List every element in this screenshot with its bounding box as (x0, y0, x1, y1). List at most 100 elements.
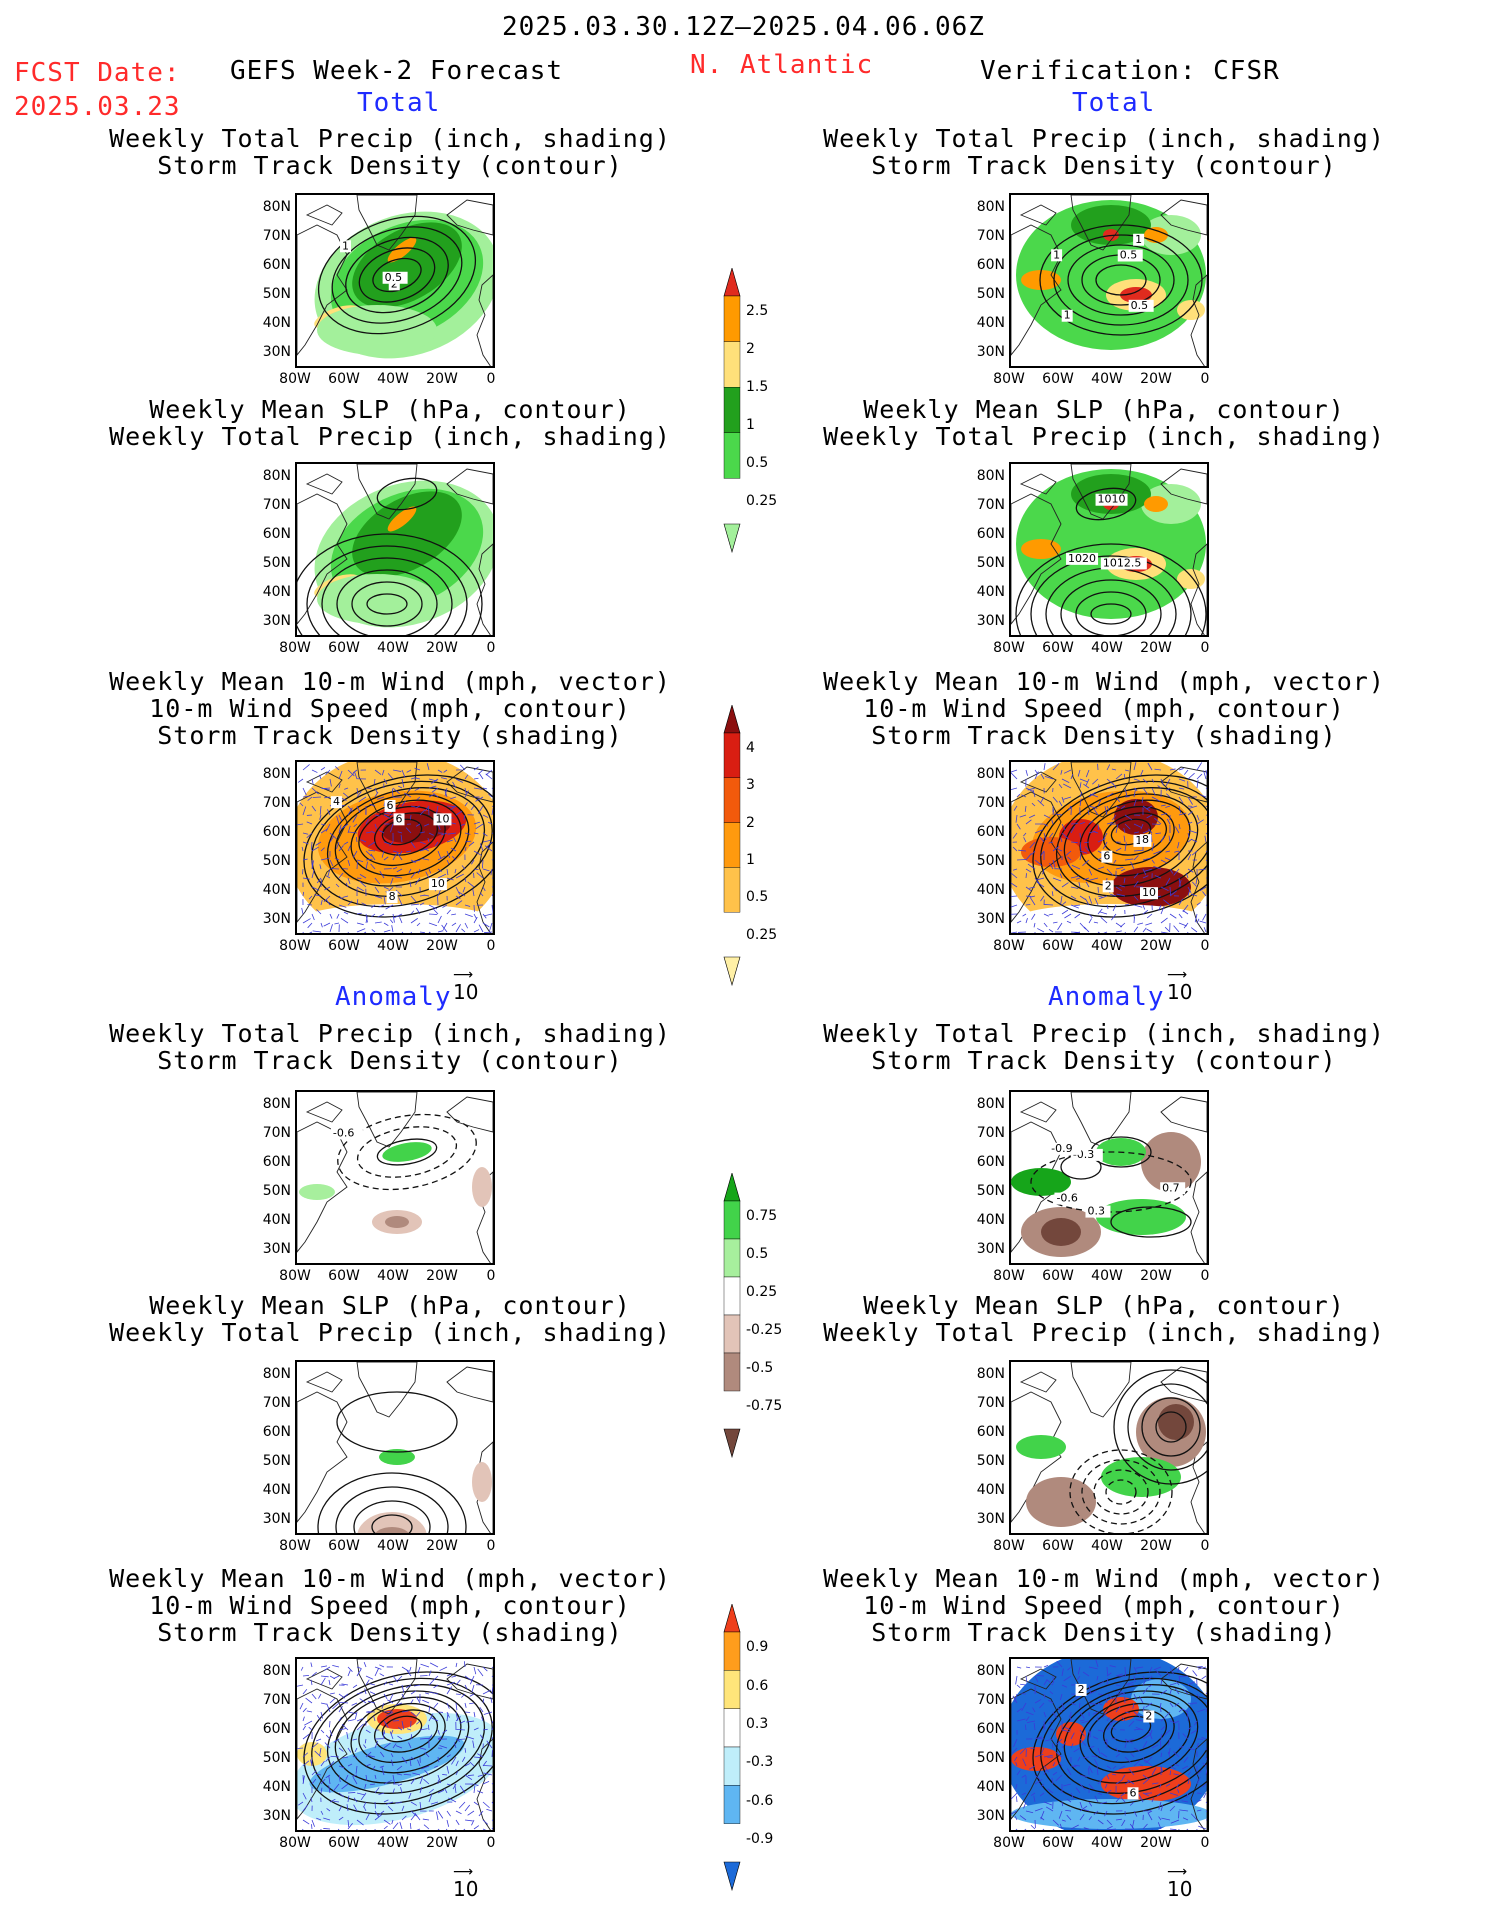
latitude-label: 50N (262, 555, 291, 571)
contour-label: 2 (1145, 1709, 1152, 1722)
longitude-label: 0 (1200, 1538, 1210, 1554)
precip-shading (317, 305, 437, 355)
latitude-label: 40N (976, 1779, 1005, 1795)
wind-speed-contour (1032, 1671, 1207, 1815)
fcst-label: FCST Date: (14, 58, 181, 88)
coastline (305, 473, 343, 495)
forecast-panel-title: Weekly Total Precip (inch, shading) Stor… (109, 124, 671, 180)
latitude-label: 60N (976, 526, 1005, 542)
coastline (356, 464, 418, 520)
wind-speed-contour (311, 1677, 493, 1805)
latitude-label: 30N (262, 1808, 291, 1824)
wind-speed-contour (311, 780, 493, 908)
longitude-label: 40W (1091, 1835, 1123, 1851)
coastline (297, 1688, 348, 1820)
precip-shading (387, 506, 417, 532)
latitude-label: 70N (976, 1692, 1005, 1708)
fcst-date: 2025.03.23 (14, 92, 181, 122)
colorbar-tick-label: 4 (746, 739, 755, 756)
precip-anomaly-shading (385, 1216, 409, 1228)
latitude-label: 60N (976, 824, 1005, 840)
contour-label: 10 (1142, 886, 1156, 899)
precip-shading (352, 491, 462, 577)
latitude-label: 50N (262, 1453, 291, 1469)
verification-map-wind-anom: 2 2 6 (1009, 1657, 1209, 1832)
precip-anomaly-shading (1011, 1168, 1071, 1196)
longitude-label: 0 (1200, 1268, 1210, 1284)
date-range-title: 2025.03.30.12Z–2025.04.06.06Z (502, 12, 985, 42)
longitude-label: 80W (279, 1538, 311, 1554)
coastline (1160, 199, 1207, 236)
coastline (1070, 195, 1132, 251)
longitude-label: 60W (328, 1538, 360, 1554)
contour-label: 8 (389, 890, 396, 903)
wind-speed-contour (334, 793, 470, 887)
coastline (297, 1391, 348, 1523)
colorbar-tick-label: -0.6 (746, 1792, 774, 1809)
latitude-label: 30N (976, 911, 1005, 927)
latitude-label: 80N (262, 199, 291, 215)
wind-speed-contour (1040, 780, 1207, 908)
latitude-label: 30N (262, 344, 291, 360)
coastline (297, 1121, 348, 1253)
wind-vectors (297, 763, 493, 933)
contour-label: 1020 (1068, 552, 1096, 565)
longitude-label: 20W (426, 1538, 458, 1554)
slp-anomaly-contour (1141, 1397, 1201, 1457)
coastline (476, 274, 493, 366)
latitude-label: 40N (976, 1212, 1005, 1228)
longitude-label: 0 (486, 1268, 496, 1284)
verification-map-slp-total: 1020 1010 1012.5 (1009, 462, 1209, 637)
longitude-label: 0 (486, 1835, 496, 1851)
slp-contour (1060, 579, 1162, 635)
latitude-label: 30N (976, 1511, 1005, 1527)
colorbar-tick-label: 1 (746, 417, 755, 434)
slp-anomaly-contour (1127, 1383, 1207, 1471)
colorbar-segment (723, 777, 741, 823)
storm-track-contour (345, 236, 449, 314)
coastline (1070, 762, 1132, 818)
contour-label: 1 (1135, 233, 1142, 246)
colorbar-segment (723, 1631, 741, 1671)
precip-anomaly-shading (357, 1512, 427, 1533)
coastline (1190, 1441, 1207, 1533)
coastline (1019, 1371, 1057, 1393)
colorbar-tick-label: -0.75 (746, 1398, 783, 1415)
contour-label: 6 (1129, 1786, 1136, 1799)
left-anomaly-label: Anomaly (335, 982, 452, 1012)
storm-track-anomaly-contour (376, 1138, 438, 1166)
colorbar-segment (723, 523, 741, 554)
wind-speed-contour (303, 1671, 493, 1815)
colorbar-segment (723, 1670, 741, 1709)
precip-anomaly-shading (1016, 1435, 1066, 1459)
latitude-label: 40N (262, 1482, 291, 1498)
latitude-label: 50N (976, 555, 1005, 571)
precip-anomaly-shading (379, 1449, 415, 1465)
coastline (305, 1668, 343, 1690)
colorbar-segment (723, 1276, 741, 1316)
longitude-label: 60W (1042, 1835, 1074, 1851)
forecast-map-wind-total: 6 10 4 10 8 6 (295, 760, 495, 935)
longitude-label: 20W (1140, 371, 1172, 387)
forecast-map-slp-anom (295, 1360, 495, 1535)
wind-speed-contour (1079, 1696, 1191, 1774)
precip-anomaly-shading (299, 1184, 335, 1200)
storm-track-contour (1039, 224, 1203, 336)
longitude-label: 40W (377, 938, 409, 954)
colorbar-tick-label: 0.5 (746, 889, 769, 906)
coastline (305, 204, 343, 226)
slp-anomaly-contour (336, 1391, 458, 1453)
colorbar-tick-label: 1 (746, 851, 755, 868)
latitude-label: 40N (976, 1482, 1005, 1498)
forecast-panel-title: Weekly Mean 10-m Wind (mph, vector) 10-m… (109, 1564, 671, 1647)
contour-label: 6 (396, 812, 403, 825)
longitude-label: 0 (486, 371, 496, 387)
longitude-label: 0 (486, 1538, 496, 1554)
longitude-label: 40W (377, 1268, 409, 1284)
latitude-label: 80N (976, 1366, 1005, 1382)
coastline (1019, 1668, 1057, 1690)
latitude-label: 40N (976, 584, 1005, 600)
wind-speed-contour (1103, 812, 1167, 856)
verification-map-precip-anom: -0.3 -0.6 -0.9 0.3 0.7 (1009, 1090, 1209, 1265)
reference-vector-label: 10 (1167, 1877, 1193, 1901)
